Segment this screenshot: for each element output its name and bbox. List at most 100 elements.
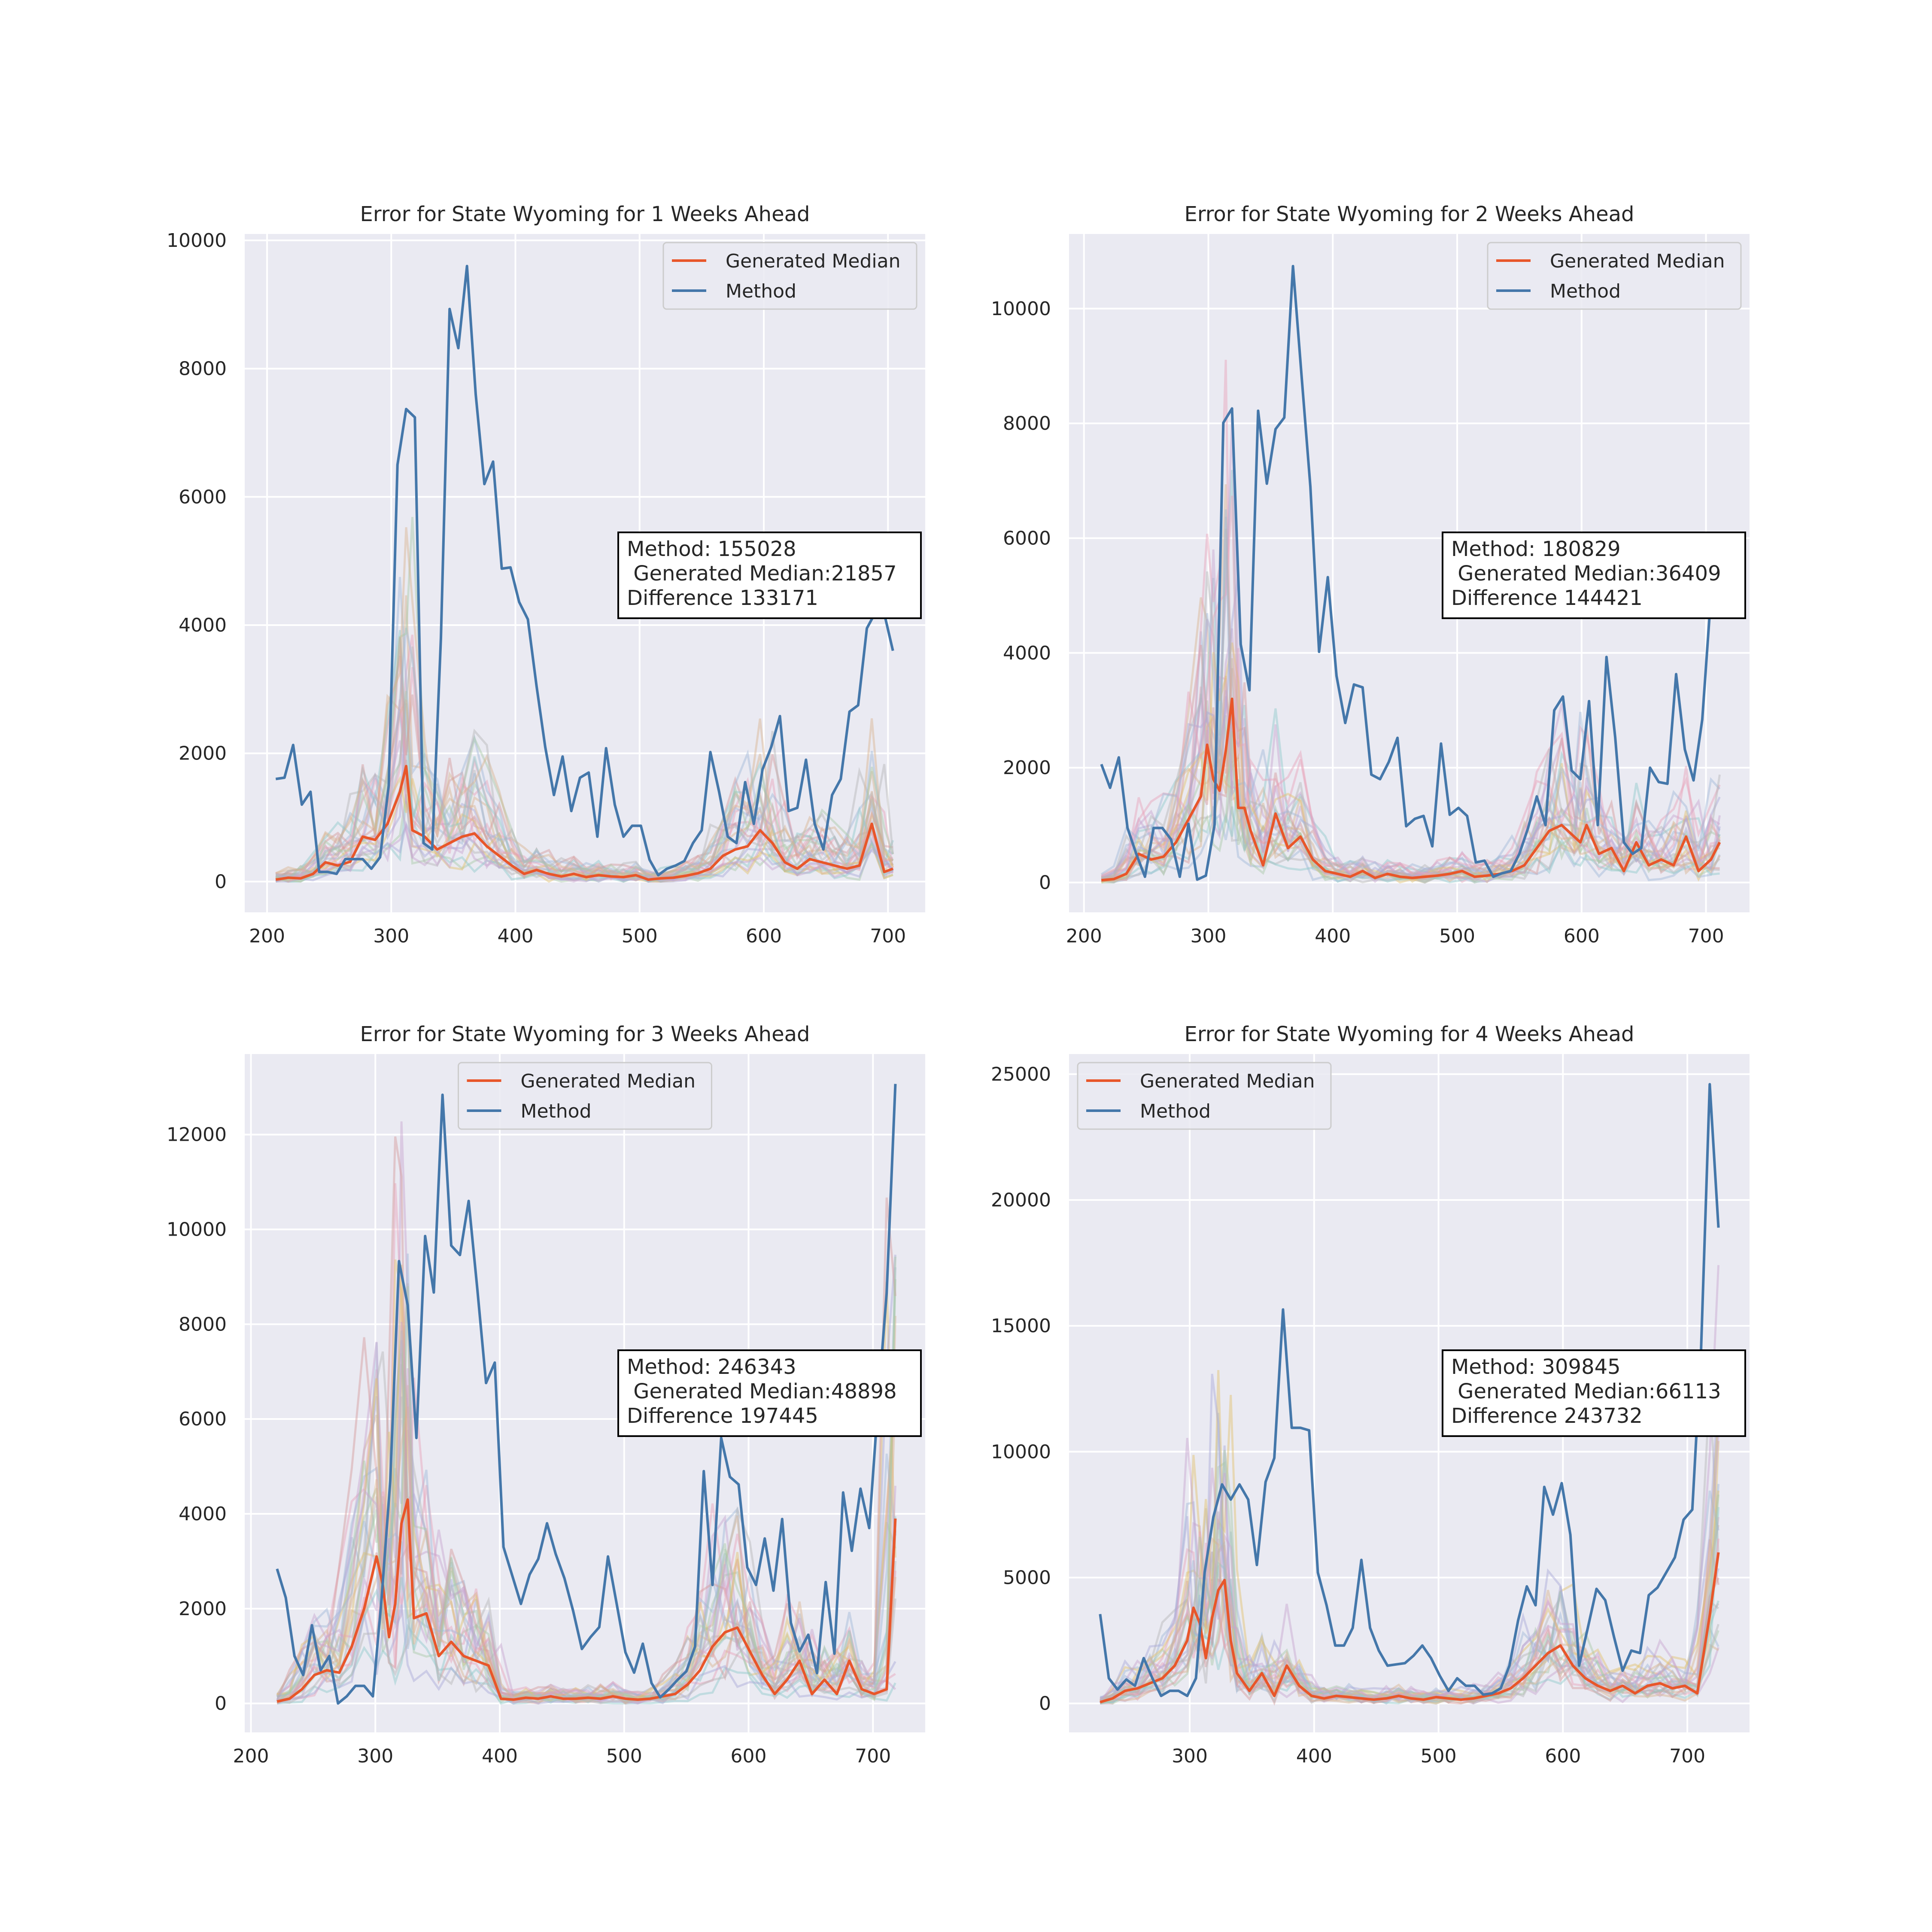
- y-tick-label: 5000: [1003, 1567, 1051, 1589]
- ensemble-line-25: [276, 1321, 896, 1704]
- y-tick-label: 10000: [991, 298, 1051, 320]
- ensemble-line-7: [276, 1259, 896, 1701]
- ensemble-line-15: [1101, 418, 1721, 879]
- y-tick-label: 12000: [167, 1124, 227, 1146]
- plot-lines: [1100, 264, 1721, 884]
- ensemble-line-2: [276, 1267, 896, 1700]
- annotation-line-3: Difference 243732: [1451, 1404, 1643, 1428]
- ensemble-line-20: [276, 1604, 896, 1705]
- series-line-method: [1100, 264, 1721, 881]
- y-tick-label: 10000: [167, 1219, 227, 1241]
- ensemble-line-25: [1099, 1265, 1720, 1704]
- ensemble-line-14: [276, 699, 894, 880]
- annotation-line-1: Method: 155028: [627, 537, 796, 561]
- x-tick-label: 600: [1545, 1745, 1581, 1767]
- y-tick-label: 0: [215, 1693, 227, 1715]
- y-tick-label: 4000: [1003, 642, 1051, 664]
- annotation-box: [617, 532, 922, 619]
- ensemble-line-8: [1101, 470, 1721, 879]
- x-tick-label: 300: [1172, 1745, 1208, 1767]
- annotation-line-1: Method: 246343: [627, 1355, 796, 1379]
- ensemble-line-17: [277, 1264, 896, 1701]
- ensemble-line-11: [1101, 359, 1721, 878]
- y-tick-label: 8000: [179, 1313, 227, 1335]
- ensemble-line-10: [1101, 696, 1721, 881]
- y-tick-label: 2000: [179, 1598, 227, 1620]
- ensemble-line-26: [1101, 529, 1721, 881]
- annotation: Method: 180829 Generated Median:36409Dif…: [1442, 532, 1746, 619]
- ensemble-line-20: [1101, 576, 1721, 882]
- series-line-method: [275, 264, 894, 877]
- ensemble-line-13: [277, 1279, 896, 1703]
- ensemble-line-11: [276, 635, 894, 880]
- x-tick-label: 400: [498, 925, 534, 947]
- ensemble-line-11: [277, 1517, 896, 1704]
- annotation-line-3: Difference 197445: [627, 1404, 818, 1428]
- chart-panel-3: 200 300 400 500 600 700 0 2000 4000 6000 8000 10000…: [167, 1022, 925, 1767]
- ensemble-line-24: [275, 527, 893, 879]
- ensemble-line-5: [1101, 619, 1720, 880]
- annotation: Method: 309845 Generated Median:66113Dif…: [1442, 1349, 1746, 1437]
- ensemble-line-23: [275, 517, 894, 882]
- ensemble-line-17: [275, 775, 894, 882]
- ensemble-line-7: [1101, 747, 1721, 884]
- x-tick-label: 400: [1296, 1745, 1332, 1767]
- x-tick-label: 200: [1066, 925, 1102, 947]
- ensemble-line-8: [1100, 1579, 1719, 1705]
- x-tick-label: 400: [1315, 925, 1351, 947]
- chart-panel-2: 200 300 400 500 600 700 0 2000 4000 6000 8000 10000…: [991, 202, 1750, 947]
- x-tick-label: 500: [1439, 925, 1475, 947]
- x-tick-label: 600: [731, 1745, 767, 1767]
- y-tick-label: 4000: [179, 614, 227, 636]
- x-tick-label: 700: [870, 925, 906, 947]
- ensemble-line-12: [1101, 806, 1721, 884]
- legend-label: Method: [1550, 280, 1621, 302]
- chart-title: Error for State Wyoming for 2 Weeks Ahea…: [1185, 202, 1634, 226]
- ensemble-line-5: [276, 1121, 896, 1700]
- x-tick-label: 400: [482, 1745, 518, 1767]
- x-tick-label: 200: [249, 925, 285, 947]
- plot-lines: [1099, 1083, 1720, 1706]
- y-tick-label: 10000: [167, 230, 227, 252]
- y-tick-label: 25000: [991, 1063, 1051, 1085]
- ensemble-line-16: [276, 638, 894, 881]
- ensemble-line-17: [1101, 642, 1721, 884]
- legend-box: [458, 1062, 712, 1130]
- y-tick-label: 2000: [1003, 757, 1051, 779]
- ensemble-line-17: [1099, 1370, 1720, 1703]
- x-tick-label: 700: [855, 1745, 891, 1767]
- legend-label: Generated Median: [1550, 250, 1725, 272]
- x-tick-label: 500: [622, 925, 658, 947]
- legend-label: Generated Median: [521, 1070, 696, 1092]
- legend-label: Generated Median: [1140, 1070, 1315, 1092]
- y-tick-label: 0: [1039, 872, 1051, 893]
- chart-title: Error for State Wyoming for 3 Weeks Ahea…: [360, 1022, 810, 1046]
- plot-lines: [276, 1084, 897, 1705]
- x-tick-label: 600: [1564, 925, 1600, 947]
- ensemble-line-9: [1101, 644, 1720, 881]
- legend: Generated Median Method: [1077, 1062, 1332, 1130]
- ensemble-line-10: [1100, 1445, 1719, 1704]
- legend-label: Method: [726, 280, 796, 302]
- ensemble-line-13: [275, 691, 894, 883]
- plot-lines: [275, 264, 894, 883]
- annotation: Method: 246343 Generated Median:48898Dif…: [617, 1349, 922, 1437]
- annotation-line-2: Generated Median:66113: [1451, 1379, 1721, 1403]
- series-line-method: [1099, 1083, 1720, 1697]
- ensemble-line-9: [275, 655, 893, 880]
- y-tick-label: 20000: [991, 1189, 1051, 1211]
- y-tick-label: 6000: [179, 486, 227, 508]
- ensemble-line-18: [275, 630, 894, 883]
- series-line-method: [276, 1084, 897, 1705]
- ensemble-line-4: [1101, 484, 1721, 881]
- y-tick-label: 2000: [179, 743, 227, 765]
- legend-label: Method: [521, 1100, 592, 1122]
- x-tick-label: 500: [1421, 1745, 1457, 1767]
- y-tick-label: 8000: [1003, 413, 1051, 434]
- chart-panel-4: 300 400 500 600 700 0 5000 10000 15000 20000 25000…: [991, 1022, 1750, 1767]
- ensemble-line-21: [276, 1377, 896, 1703]
- y-tick-label: 0: [1039, 1693, 1051, 1715]
- y-tick-label: 6000: [1003, 527, 1051, 549]
- x-tick-label: 300: [373, 925, 409, 947]
